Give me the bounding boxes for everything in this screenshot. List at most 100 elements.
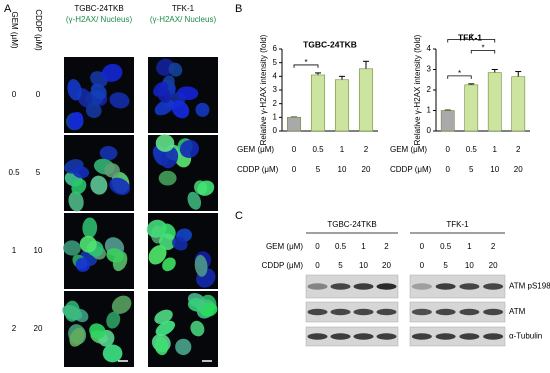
panel-label: C	[235, 210, 243, 222]
cell	[62, 305, 83, 321]
bar	[358, 68, 374, 132]
band	[435, 283, 456, 290]
significance-bracket	[293, 64, 319, 68]
band	[483, 283, 504, 290]
x-tick-label: 0.5	[312, 145, 324, 154]
bar	[440, 110, 455, 132]
x-tick-label: 20	[514, 165, 523, 174]
x-row-name: CDDP (μM)	[237, 165, 279, 174]
x-tick-label: 5	[316, 165, 321, 174]
bar	[334, 79, 350, 132]
y-tick-label: 2	[427, 85, 432, 94]
gem-label: 1	[12, 246, 17, 255]
band-label: α-Tubulin	[509, 332, 542, 341]
band	[330, 333, 351, 340]
lane-label: 20	[489, 261, 498, 270]
y-tick-label: 6	[273, 44, 278, 53]
column-title: TGBC-24TKB	[74, 4, 123, 13]
lane-label: 10	[465, 261, 474, 270]
group-title: TFK-1	[446, 220, 469, 229]
band	[376, 283, 397, 290]
cell	[179, 139, 200, 158]
cell	[72, 165, 90, 179]
y-tick-label: 4	[427, 44, 432, 53]
cell	[197, 180, 215, 196]
group-title: TGBC-24TKB	[327, 220, 376, 229]
cell	[89, 323, 106, 339]
y-axis-label: Relative γ-H2AX intensity (fold)	[413, 34, 422, 145]
cell	[162, 257, 176, 272]
lane-label: 0	[315, 242, 320, 251]
cell	[148, 245, 167, 265]
cell	[155, 134, 175, 152]
lane-label: 10	[359, 261, 368, 270]
column-stain: (γ-H2AX/ Nucleus)	[66, 15, 133, 24]
gem-label: 2	[12, 324, 17, 333]
band	[307, 308, 328, 316]
y-tick-label: 3	[273, 85, 278, 94]
cell	[82, 217, 98, 239]
band	[435, 333, 456, 340]
y-tick-label: 1	[427, 106, 432, 115]
band-label: ATM	[509, 307, 526, 316]
lane-label: 2	[491, 242, 496, 251]
band	[307, 333, 328, 340]
x-tick-label: 1	[340, 145, 345, 154]
lane-label: 0.5	[335, 242, 347, 251]
blot-strip	[409, 301, 506, 323]
x-tick-label: 20	[362, 165, 371, 174]
cell	[194, 254, 208, 277]
y-tick-label: 3	[427, 65, 432, 74]
cell	[154, 99, 174, 116]
cell	[71, 179, 87, 195]
cell	[69, 327, 85, 347]
cell	[177, 86, 199, 100]
x-tick-label: 0	[446, 145, 451, 154]
x-tick-label: 0	[292, 165, 297, 174]
cell	[101, 63, 123, 82]
band	[459, 283, 480, 290]
band	[353, 308, 374, 316]
significance-bracket	[447, 75, 472, 79]
band	[307, 283, 328, 290]
significance-label: *	[304, 58, 307, 67]
band	[376, 308, 397, 316]
row-name: GEM (μM)	[266, 242, 303, 251]
cell	[90, 175, 108, 195]
chart-title: TGBC-24TKB	[303, 39, 357, 49]
lane-label: 1	[361, 242, 366, 251]
row-name: CDDP (μM)	[262, 261, 304, 270]
cell	[158, 233, 176, 251]
cddp-label: 5	[36, 168, 41, 177]
blot-strip	[305, 301, 399, 323]
y-tick-label: 2	[273, 99, 278, 108]
bar	[464, 84, 479, 132]
y-tick-label: 4	[273, 71, 278, 80]
x-tick-label: 5	[469, 165, 474, 174]
cell	[190, 320, 205, 337]
band	[459, 333, 480, 340]
x-tick-label: 0	[292, 145, 297, 154]
cell	[187, 297, 206, 312]
x-row-name: GEM (μM)	[237, 145, 274, 154]
cell	[155, 320, 176, 336]
cell	[171, 100, 190, 119]
cddp-label: 10	[34, 246, 43, 255]
y-tick-label: 0	[427, 126, 432, 135]
blot-strip	[409, 274, 506, 299]
cell	[106, 311, 121, 329]
bar	[487, 72, 502, 132]
cell	[102, 344, 123, 363]
cell	[195, 102, 210, 117]
x-tick-label: 10	[490, 165, 499, 174]
cell	[172, 236, 188, 251]
x-tick-label: 10	[338, 165, 347, 174]
cell	[109, 177, 131, 195]
cell	[154, 309, 173, 324]
band	[330, 283, 351, 290]
band	[411, 283, 432, 290]
significance-label: *	[470, 33, 473, 42]
bar-charts: TGBC-24TKB Relative γ-H2AX intensity (fol…	[237, 32, 530, 174]
